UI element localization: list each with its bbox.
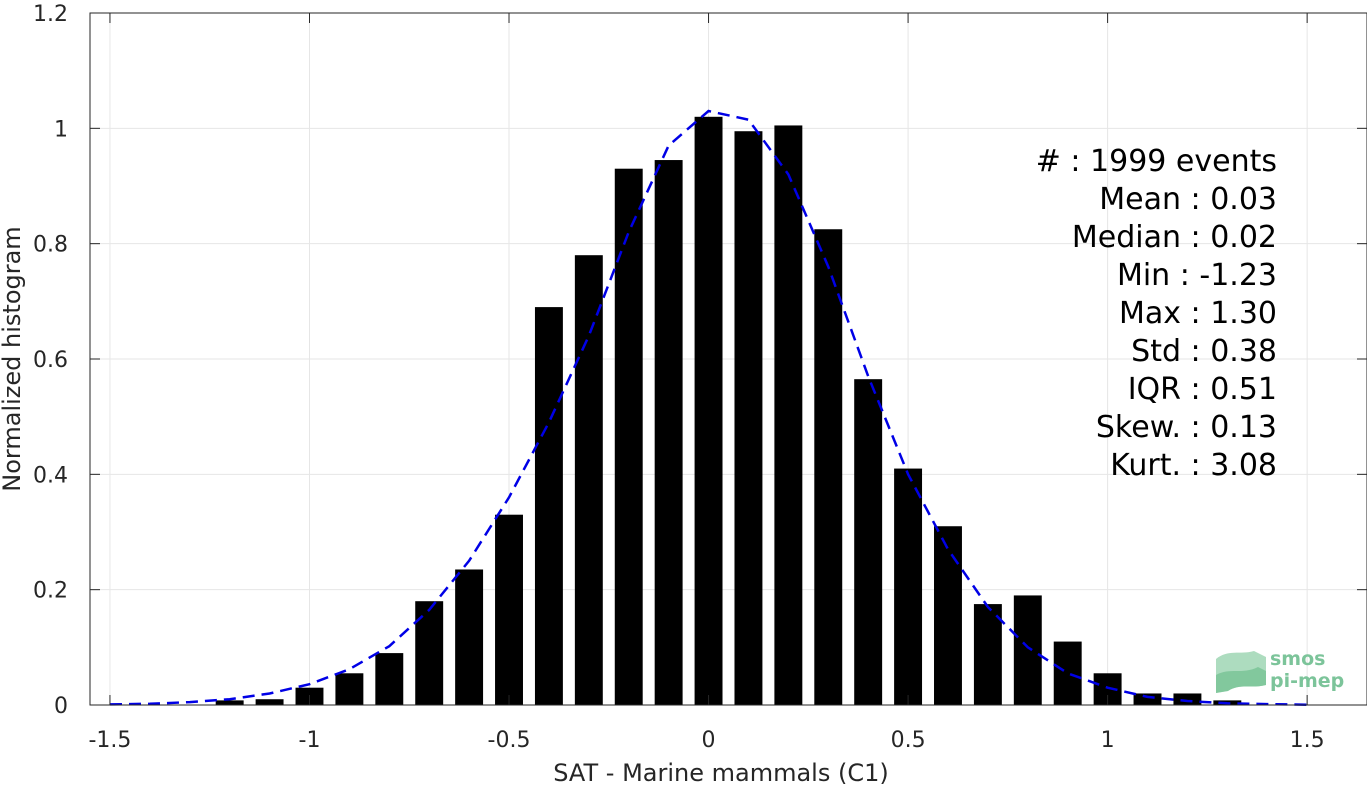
histogram-bar: [894, 468, 923, 705]
stat-line: # : 1999 events: [1036, 144, 1277, 179]
histogram-bar: [455, 569, 484, 705]
y-tick-label: 1.2: [33, 2, 68, 27]
y-tick-label: 0.4: [33, 463, 68, 488]
histogram-bars: [215, 116, 1242, 706]
histogram-bar: [973, 604, 1002, 705]
histogram-bar: [934, 526, 962, 705]
smos-pimep-logo: smos pi-mep: [1216, 648, 1344, 693]
y-tick-label: 0: [54, 694, 68, 719]
x-tick-label: -1.5: [88, 728, 131, 753]
y-tick-label: 0.6: [33, 348, 68, 373]
x-tick-label: 0.5: [891, 728, 926, 753]
histogram-bar: [415, 601, 444, 705]
logo-text-smos: smos: [1270, 648, 1325, 670]
histogram-bar: [375, 653, 404, 705]
histogram-bar: [495, 514, 523, 705]
histogram-bar: [534, 307, 563, 705]
histogram-bar: [1053, 641, 1082, 705]
y-tick-label: 1: [54, 117, 68, 142]
y-axis-label: Normalized histogram: [0, 226, 26, 491]
logo-text-pimep: pi-mep: [1270, 670, 1344, 692]
stat-line: IQR : 0.51: [1128, 372, 1277, 407]
x-tick-label: -1: [299, 728, 321, 753]
stat-line: Min : -1.23: [1117, 258, 1277, 293]
x-axis-label: SAT - Marine mammals (C1): [553, 759, 888, 785]
stat-line: Skew. : 0.13: [1096, 410, 1277, 445]
histogram-bar: [255, 699, 284, 705]
stat-line: Mean : 0.03: [1099, 182, 1277, 217]
stat-line: Median : 0.02: [1072, 220, 1277, 255]
x-tick-label: -0.5: [488, 728, 531, 753]
x-tick-label: 1: [1101, 728, 1115, 753]
histogram-bar: [814, 229, 843, 705]
histogram-bar: [774, 125, 803, 705]
y-axis-ticks: 0 0.2 0.4 0.6 0.8 1 1.2: [33, 2, 1367, 719]
stat-line: Max : 1.30: [1119, 296, 1277, 331]
stat-line: Std : 0.38: [1131, 334, 1277, 369]
gaussian-fit-line: [109, 109, 1308, 706]
x-tick-label: 0: [702, 728, 716, 753]
histogram-bar: [574, 255, 603, 705]
logo-wave-icon-layer: [1216, 667, 1266, 693]
stat-line: Kurt. : 3.08: [1110, 448, 1277, 483]
histogram-bar: [215, 700, 244, 705]
histogram-bar: [734, 131, 763, 705]
x-axis-ticks: -1.5 -1 -0.5 0 0.5 1 1.5: [88, 13, 1325, 753]
histogram-bar: [614, 168, 643, 705]
histogram-bar: [694, 116, 723, 706]
histogram-bar: [1013, 595, 1042, 705]
histogram-bar: [1133, 693, 1162, 705]
histogram-bar: [854, 379, 883, 705]
histogram-bar: [1173, 693, 1202, 705]
y-tick-label: 0.8: [33, 233, 68, 258]
histogram-bar: [654, 160, 683, 706]
y-tick-label: 0.2: [33, 579, 68, 604]
histogram-bar: [335, 673, 364, 705]
x-tick-label: 1.5: [1290, 728, 1325, 753]
